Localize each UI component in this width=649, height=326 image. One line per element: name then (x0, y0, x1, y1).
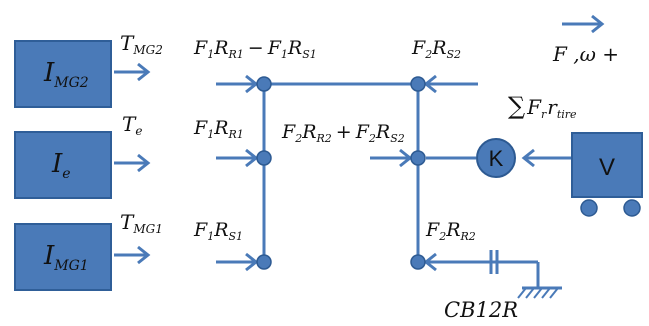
stiffness-k (476, 138, 516, 178)
node-ring2 (410, 254, 426, 270)
block-img2 (14, 40, 112, 108)
direction-arrowhead (591, 14, 605, 34)
node-sun1 (256, 254, 272, 270)
vehicle-label: V (599, 154, 615, 181)
label-f2rs2-top: F2RS2 (411, 37, 461, 61)
brake-label: CB12R (444, 298, 518, 322)
block-ie-label: Ie (51, 149, 71, 182)
label-f1rr1: F1RR1 (193, 117, 244, 141)
force-arrowhead-bottom-right (423, 252, 437, 272)
force-arrowhead-mid-right (399, 148, 413, 168)
stiffness-k-label: K (489, 146, 504, 171)
force-arrowhead-bottom-left (245, 252, 259, 272)
torque-label-e: Te (122, 112, 142, 138)
vehicle-force-arrowhead (521, 148, 535, 168)
wheel-right (623, 199, 641, 217)
wheel-left (580, 199, 598, 217)
force-arrowhead-top-right (423, 74, 437, 94)
label-f2rr2: F2RR2 (425, 219, 476, 243)
force-arrowhead-mid-left (245, 148, 259, 168)
node-sun2 (410, 76, 426, 92)
vehicle-block (571, 132, 643, 198)
block-img1 (14, 223, 112, 291)
node-carrier1 (256, 150, 272, 166)
block-ie (14, 131, 112, 199)
node-ring1 (256, 76, 272, 92)
torque-arrowhead-e (137, 153, 151, 173)
label-f1rr1-minus-f1rs1: F1RR1− F1RS1 (193, 37, 317, 61)
torque-arrowhead-mg1 (137, 245, 151, 265)
ground-hatch (517, 287, 559, 299)
block-img1-label: IMG1 (43, 241, 89, 274)
f-omega-label: F ,ω + (552, 42, 619, 66)
label-f1rs1: F1RS1 (193, 219, 243, 243)
torque-label-mg2: TMG2 (120, 31, 163, 57)
force-arrowhead-top-left (245, 74, 259, 94)
block-img2-label: IMG2 (43, 58, 89, 91)
label-f2rr2-plus-f2rs2: F2RR2 + F2RS2 (281, 121, 405, 145)
torque-label-mg1: TMG1 (120, 210, 163, 236)
sum-force-label: ∑ Frrtire (508, 92, 577, 121)
torque-arrowhead-mg2 (137, 62, 151, 82)
node-carrier2 (410, 150, 426, 166)
